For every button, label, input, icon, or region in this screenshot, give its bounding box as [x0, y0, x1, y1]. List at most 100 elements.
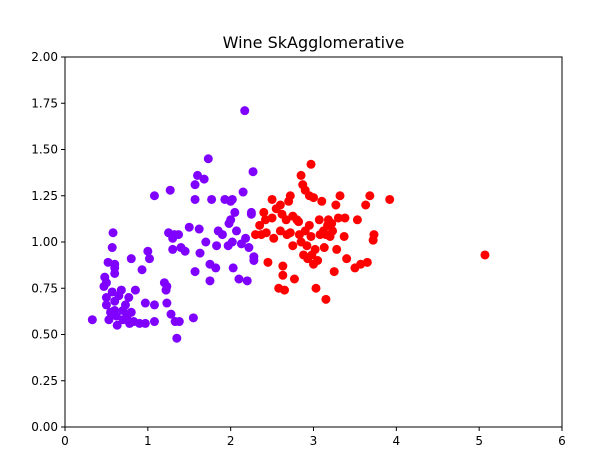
scatter-point [335, 191, 345, 201]
scatter-point [352, 215, 362, 225]
x-axis: 0 1 2 3 4 5 6 [61, 427, 566, 448]
scatter-point [199, 174, 209, 184]
scatter-point [339, 231, 349, 241]
scatter-point [278, 261, 288, 271]
scatter-point [126, 307, 136, 317]
scatter-point [201, 237, 211, 247]
scatter-point [317, 196, 327, 206]
scatter-point [281, 215, 291, 225]
scatter-point [309, 193, 318, 203]
scatter-point [149, 191, 159, 201]
scatter-point [107, 243, 117, 253]
scatter-point [107, 287, 117, 297]
scatter-point [296, 170, 306, 180]
scatter-point [361, 200, 371, 210]
scatter-point [228, 263, 238, 273]
scatter-point [328, 226, 338, 236]
scatter-point [263, 257, 273, 267]
scatter-point [285, 228, 295, 238]
scatter-point [333, 213, 343, 223]
scatter-point [241, 233, 251, 243]
scatter-point [205, 276, 215, 286]
scatter-point [108, 228, 118, 238]
scatter-point [104, 315, 114, 325]
scatter-point [203, 154, 213, 164]
y-tick-label: 0.75 [31, 281, 58, 295]
y-tick-label: 1.25 [31, 189, 58, 203]
scatter-point [288, 241, 298, 251]
scatter-point [190, 180, 200, 190]
scatter-point [267, 213, 277, 223]
scatter-point [304, 220, 314, 230]
y-tick-label: 0.00 [31, 420, 58, 434]
scatter-point [143, 246, 153, 256]
scatter-point [329, 267, 339, 277]
scatter-point [261, 228, 271, 238]
scatter-point [101, 293, 111, 302]
scatter-point [362, 257, 372, 267]
y-tick-label: 2.00 [31, 50, 58, 64]
scatter-point [231, 226, 241, 236]
scatter-point [149, 317, 159, 327]
scatter-point [242, 276, 252, 286]
scatter-point [162, 281, 172, 291]
scatter-point [342, 254, 352, 264]
scatter-point [190, 267, 200, 277]
scatter-point [140, 298, 150, 308]
scatter-point [211, 263, 221, 273]
x-tick-label: 2 [227, 434, 235, 448]
scatter-point [111, 311, 121, 321]
y-tick-label: 1.50 [31, 143, 58, 157]
scatter-point [120, 300, 130, 310]
scatter-point [184, 222, 194, 232]
scatter-point [172, 333, 182, 343]
x-tick-label: 0 [61, 434, 69, 448]
chart-title: Wine SkAgglomerative [223, 33, 405, 52]
scatter-point [230, 207, 240, 217]
cluster-series-1 [251, 159, 490, 304]
scatter-point [294, 217, 304, 227]
scatter-point [306, 159, 316, 169]
scatter-point [275, 226, 285, 236]
y-tick-label: 1.00 [31, 235, 58, 249]
scatter-point [87, 315, 97, 325]
x-tick-label: 5 [475, 434, 483, 448]
x-tick-label: 1 [144, 434, 152, 448]
scatter-point [321, 294, 331, 304]
scatter-point [180, 246, 190, 256]
scatter-point [285, 191, 295, 201]
scatter-point [226, 215, 236, 225]
scatter-point [246, 209, 256, 219]
scatter-point [244, 243, 254, 253]
x-tick-label: 4 [393, 434, 401, 448]
scatter-point [365, 191, 375, 201]
scatter-point [275, 200, 285, 210]
scatter-point [240, 106, 250, 116]
scatter-point [249, 256, 259, 265]
scatter-point [227, 237, 237, 247]
scatter-point [313, 256, 323, 265]
scatter-point [194, 224, 204, 234]
scatter-point [207, 194, 217, 204]
scatter-point [124, 293, 134, 302]
y-tick-label: 0.25 [31, 374, 58, 388]
scatter-point [248, 167, 258, 177]
scatter-point [112, 320, 122, 330]
scatter-point [310, 244, 320, 254]
scatter-point [255, 220, 265, 230]
scatter-point [149, 300, 159, 310]
scatter-point [269, 233, 279, 243]
scatter-point [369, 230, 379, 240]
scatter-point [385, 194, 395, 204]
scatter-point [302, 241, 312, 251]
y-tick-label: 0.50 [31, 328, 58, 342]
scatter-point [195, 248, 205, 258]
scatter-point [327, 219, 337, 228]
points-layer [87, 106, 490, 343]
y-axis: 0.00 0.25 0.50 0.75 1.00 1.25 1.50 1.75 2.00 [31, 50, 65, 434]
scatter-point [101, 300, 111, 310]
scatter-point [126, 254, 136, 264]
scatter-point [193, 170, 203, 180]
scatter-point [311, 283, 321, 293]
